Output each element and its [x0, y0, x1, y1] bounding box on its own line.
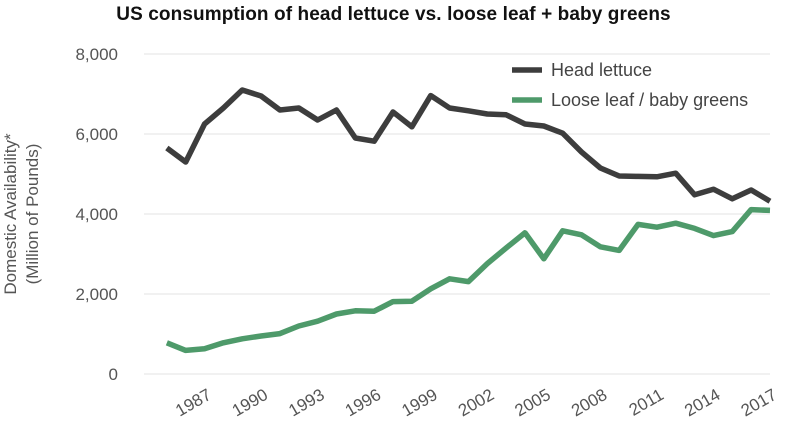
y-tick-label: 8,000 [75, 45, 118, 64]
y-axis-label-line2: (Million of Pounds) [23, 144, 42, 285]
x-tick-label: 2014 [681, 385, 723, 420]
y-tick-labels: 0 2,000 4,000 6,000 8,000 [75, 45, 118, 384]
chart-title: US consumption of head lettuce vs. loose… [116, 4, 671, 25]
y-tick-label: 6,000 [75, 125, 118, 144]
legend: Head lettuce Loose leaf / baby greens [512, 60, 748, 110]
y-tick-label: 0 [109, 365, 118, 384]
x-tick-label: 1996 [342, 385, 384, 420]
series-line-head-lettuce [165, 87, 772, 204]
x-tick-label: 2017 [738, 385, 780, 420]
x-tick-label: 2011 [626, 385, 667, 420]
legend-label: Head lettuce [551, 60, 652, 80]
y-tick-label: 2,000 [75, 285, 118, 304]
series-line-loose-leaf-baby-greens [165, 206, 771, 354]
legend-label: Loose leaf / baby greens [551, 90, 748, 110]
x-tick-label: 1987 [172, 385, 214, 420]
series-layer [165, 87, 772, 354]
x-tick-label: 1990 [229, 385, 271, 420]
x-tick-label: 2008 [568, 385, 610, 420]
x-tick-label: 1999 [398, 385, 440, 420]
grid-layer [144, 53, 770, 375]
x-tick-labels: 1987 1990 1993 1996 1999 2002 2005 2008 2011 2014… [172, 385, 780, 420]
y-axis-label-line1: Domestic Availability* [1, 133, 20, 295]
x-tick-label: 2005 [512, 385, 554, 420]
x-tick-label: 1993 [285, 385, 327, 420]
y-tick-label: 4,000 [75, 205, 118, 224]
x-tick-label: 2002 [455, 385, 497, 420]
